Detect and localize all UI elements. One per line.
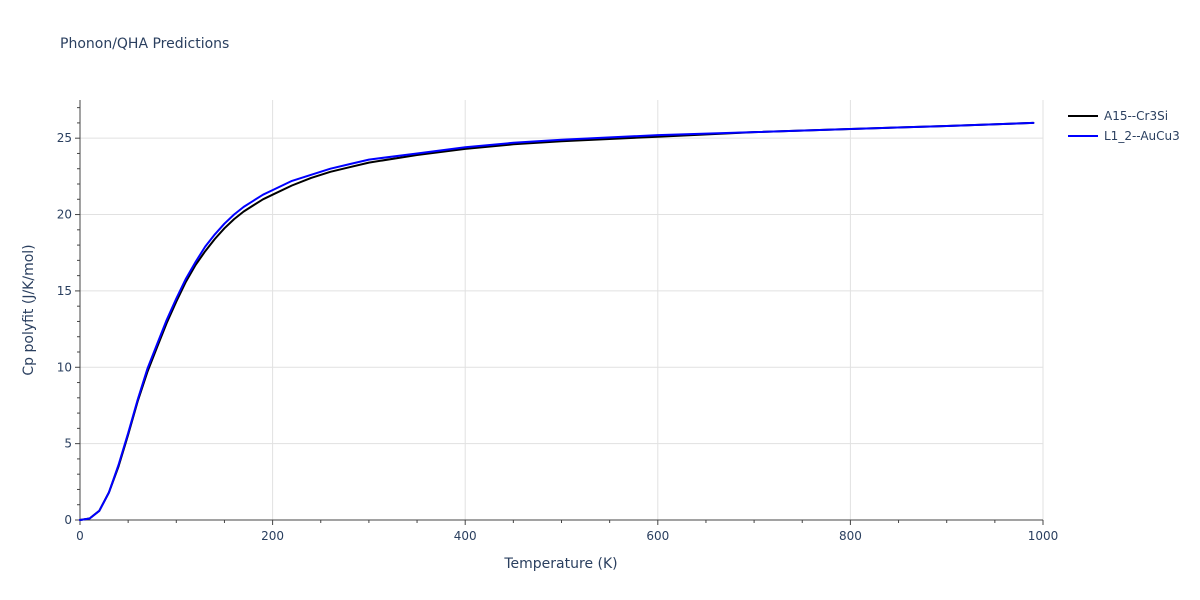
legend-item-a15-cr3si[interactable]: A15--Cr3Si [1068, 106, 1180, 126]
series-line-1[interactable] [79, 121, 1035, 521]
y-tick-label: 20 [57, 208, 72, 222]
y-tick-label: 0 [64, 513, 72, 527]
axis-layer: 0 200 400 600 800 1000 0 5 10 15 20 25 [57, 100, 1059, 543]
y-tick-label: 25 [57, 131, 72, 145]
legend-item-l1-2-aucu3[interactable]: L1_2--AuCu3 [1068, 126, 1180, 146]
legend-label-l1-2-aucu3: L1_2--AuCu3 [1104, 129, 1180, 143]
x-tick-label: 800 [839, 529, 862, 543]
series-line-0[interactable] [79, 121, 1035, 521]
y-axis-title: Cp polyfit (J/K/mol) [21, 244, 37, 375]
x-tick-label: 0 [76, 529, 84, 543]
legend-swatch-a15-cr3si [1068, 115, 1098, 117]
legend-swatch-l1-2-aucu3 [1068, 135, 1098, 137]
x-tick-label: 600 [646, 529, 669, 543]
y-tick-label: 15 [57, 284, 72, 298]
chart-title: Phonon/QHA Predictions [60, 36, 230, 52]
x-axis-title: Temperature (K) [503, 556, 617, 572]
x-tick-label: 400 [454, 529, 477, 543]
series-layer [79, 121, 1035, 521]
x-tick-label: 200 [261, 529, 284, 543]
legend: A15--Cr3Si L1_2--AuCu3 [1068, 106, 1180, 146]
y-tick-label: 5 [64, 437, 72, 451]
grid-layer [80, 100, 1044, 520]
legend-label-a15-cr3si: A15--Cr3Si [1104, 109, 1169, 123]
y-tick-label: 10 [57, 360, 72, 374]
x-tick-label: 1000 [1028, 529, 1059, 543]
